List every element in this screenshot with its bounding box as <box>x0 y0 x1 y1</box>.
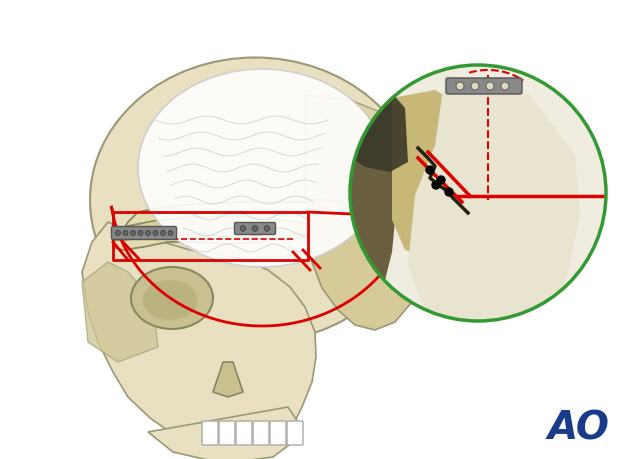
Circle shape <box>264 226 270 231</box>
Polygon shape <box>350 85 408 172</box>
Circle shape <box>161 230 166 235</box>
Circle shape <box>153 230 158 235</box>
Circle shape <box>115 230 120 235</box>
Circle shape <box>138 230 143 235</box>
Ellipse shape <box>138 69 386 267</box>
Circle shape <box>252 226 258 231</box>
FancyBboxPatch shape <box>287 421 303 445</box>
Circle shape <box>146 230 151 235</box>
FancyBboxPatch shape <box>446 78 522 94</box>
Circle shape <box>445 188 453 196</box>
FancyBboxPatch shape <box>202 421 218 445</box>
Circle shape <box>486 82 494 90</box>
Circle shape <box>471 82 479 90</box>
Circle shape <box>240 226 246 231</box>
Polygon shape <box>113 202 308 250</box>
FancyBboxPatch shape <box>219 421 235 445</box>
Circle shape <box>432 181 440 189</box>
FancyBboxPatch shape <box>234 223 275 235</box>
Polygon shape <box>408 75 580 345</box>
Circle shape <box>426 166 434 174</box>
Text: AO: AO <box>547 409 609 447</box>
Circle shape <box>168 230 173 235</box>
Polygon shape <box>305 198 418 330</box>
Circle shape <box>501 82 509 90</box>
Ellipse shape <box>131 267 213 329</box>
Circle shape <box>130 230 136 235</box>
FancyBboxPatch shape <box>236 421 252 445</box>
Polygon shape <box>82 222 316 452</box>
Polygon shape <box>113 217 308 240</box>
FancyBboxPatch shape <box>270 421 286 445</box>
Polygon shape <box>345 98 402 322</box>
FancyBboxPatch shape <box>112 226 177 240</box>
Ellipse shape <box>143 280 198 320</box>
FancyBboxPatch shape <box>253 421 269 445</box>
Circle shape <box>437 176 445 184</box>
Polygon shape <box>213 362 243 397</box>
Polygon shape <box>305 95 448 272</box>
Ellipse shape <box>90 57 420 342</box>
Circle shape <box>123 230 128 235</box>
Polygon shape <box>82 262 158 362</box>
Polygon shape <box>392 90 480 260</box>
Circle shape <box>456 82 464 90</box>
Polygon shape <box>148 407 298 459</box>
Circle shape <box>350 65 606 321</box>
